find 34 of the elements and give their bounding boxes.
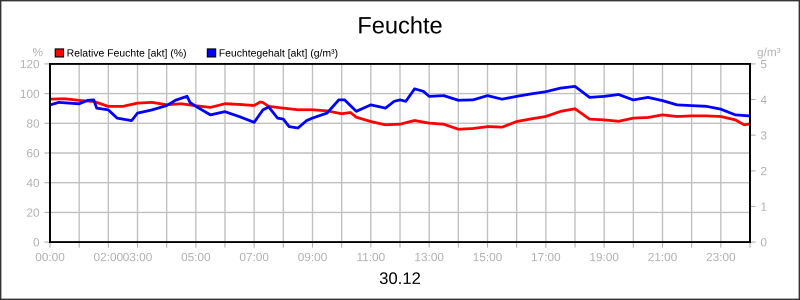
y2-tick-label: 0 xyxy=(760,238,767,246)
legend-label: Feuchtegehalt [akt] (g/m³) xyxy=(220,48,338,59)
x-tick-label: 21:00 xyxy=(648,252,677,262)
y-axis-title: % xyxy=(32,48,43,56)
legend-label: Relative Feuchte [akt] (%) xyxy=(68,48,186,59)
y-tick-label: 20 xyxy=(27,208,40,217)
line-series xyxy=(50,84,750,130)
x-tick-label: 03:00 xyxy=(123,252,152,262)
y2-tick-label: 3 xyxy=(760,131,766,140)
x-tick-label: 19:00 xyxy=(590,252,618,262)
x-tick-label: 02:00 xyxy=(94,252,123,262)
x-tick-label: 00:00 xyxy=(36,252,64,262)
y2-tick-label: 1 xyxy=(761,202,766,211)
y-tick-label: 60 xyxy=(27,149,40,158)
x-tick-label: 07:00 xyxy=(240,252,268,262)
line-series xyxy=(50,97,750,131)
x-tick-label: 17:00 xyxy=(532,252,560,262)
x-axis-title: 30.12 xyxy=(380,272,420,284)
y2-tick-label: 4 xyxy=(760,96,767,104)
y-tick-label: 0 xyxy=(33,238,40,246)
y-tick-label: 100 xyxy=(20,90,40,98)
y-tick-label: 80 xyxy=(26,119,40,128)
y2-axis-title: g/m³ xyxy=(757,48,780,59)
x-tick-label: 15:00 xyxy=(474,252,502,262)
x-tick-label: 23:00 xyxy=(706,252,736,262)
x-tick-label: 13:00 xyxy=(415,252,444,262)
x-tick-label: 05:00 xyxy=(182,252,210,262)
y-tick-label: 40 xyxy=(26,178,40,188)
y-tick-label: 120 xyxy=(20,60,40,68)
y2-tick-label: 5 xyxy=(760,60,766,68)
y2-tick-label: 2 xyxy=(761,166,766,176)
chart-title: Feuchte xyxy=(359,16,442,34)
x-tick-label: 09:00 xyxy=(298,252,327,262)
x-tick-label: 11:00 xyxy=(357,252,385,262)
